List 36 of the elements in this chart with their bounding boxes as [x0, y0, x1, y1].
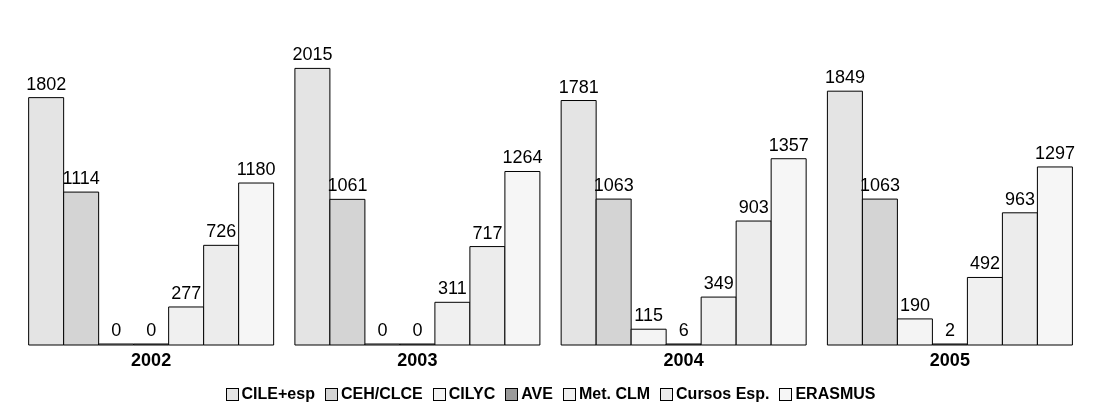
data-label: 277: [171, 282, 202, 303]
data-label: 1357: [768, 134, 809, 155]
data-label: 903: [738, 197, 769, 218]
data-label: 963: [1004, 188, 1035, 209]
legend-label: AVE: [521, 385, 553, 403]
data-label: 0: [412, 320, 423, 340]
data-label: 492: [969, 253, 1000, 274]
data-label: 190: [899, 294, 930, 315]
data-label: 717: [472, 222, 503, 243]
legend-label: Cursos Esp.: [676, 385, 770, 403]
data-label: 1114: [62, 168, 100, 189]
x-tick-label: 2003: [397, 349, 438, 370]
legend-label: CEH/CLCE: [340, 385, 423, 403]
data-label: 0: [146, 320, 157, 340]
data-label: 1297: [1034, 142, 1075, 163]
x-tick-label: 2002: [131, 349, 172, 370]
legend-label: CILYC: [448, 385, 496, 403]
x-tick-label: 2004: [663, 349, 704, 370]
data-label: 115: [634, 305, 663, 326]
data-label: 1264: [502, 147, 543, 168]
data-label: 0: [377, 320, 388, 340]
data-label: 726: [206, 221, 237, 242]
data-label: 0: [111, 320, 122, 340]
data-label: 2: [944, 320, 955, 340]
data-label: 1849: [824, 67, 865, 88]
data-label: 349: [703, 273, 734, 294]
legend-label: CILE+esp: [241, 385, 315, 403]
legend-label: ERASMUS: [795, 385, 876, 403]
legend-label: Met. CLM: [578, 385, 651, 403]
data-label: 1781: [558, 76, 599, 97]
data-label: 1180: [236, 159, 276, 180]
x-tick-label: 2005: [929, 349, 970, 370]
data-label: 6: [678, 320, 689, 340]
data-label: 1802: [26, 73, 67, 94]
data-label: 2015: [292, 44, 333, 65]
data-label: 311: [438, 278, 467, 299]
